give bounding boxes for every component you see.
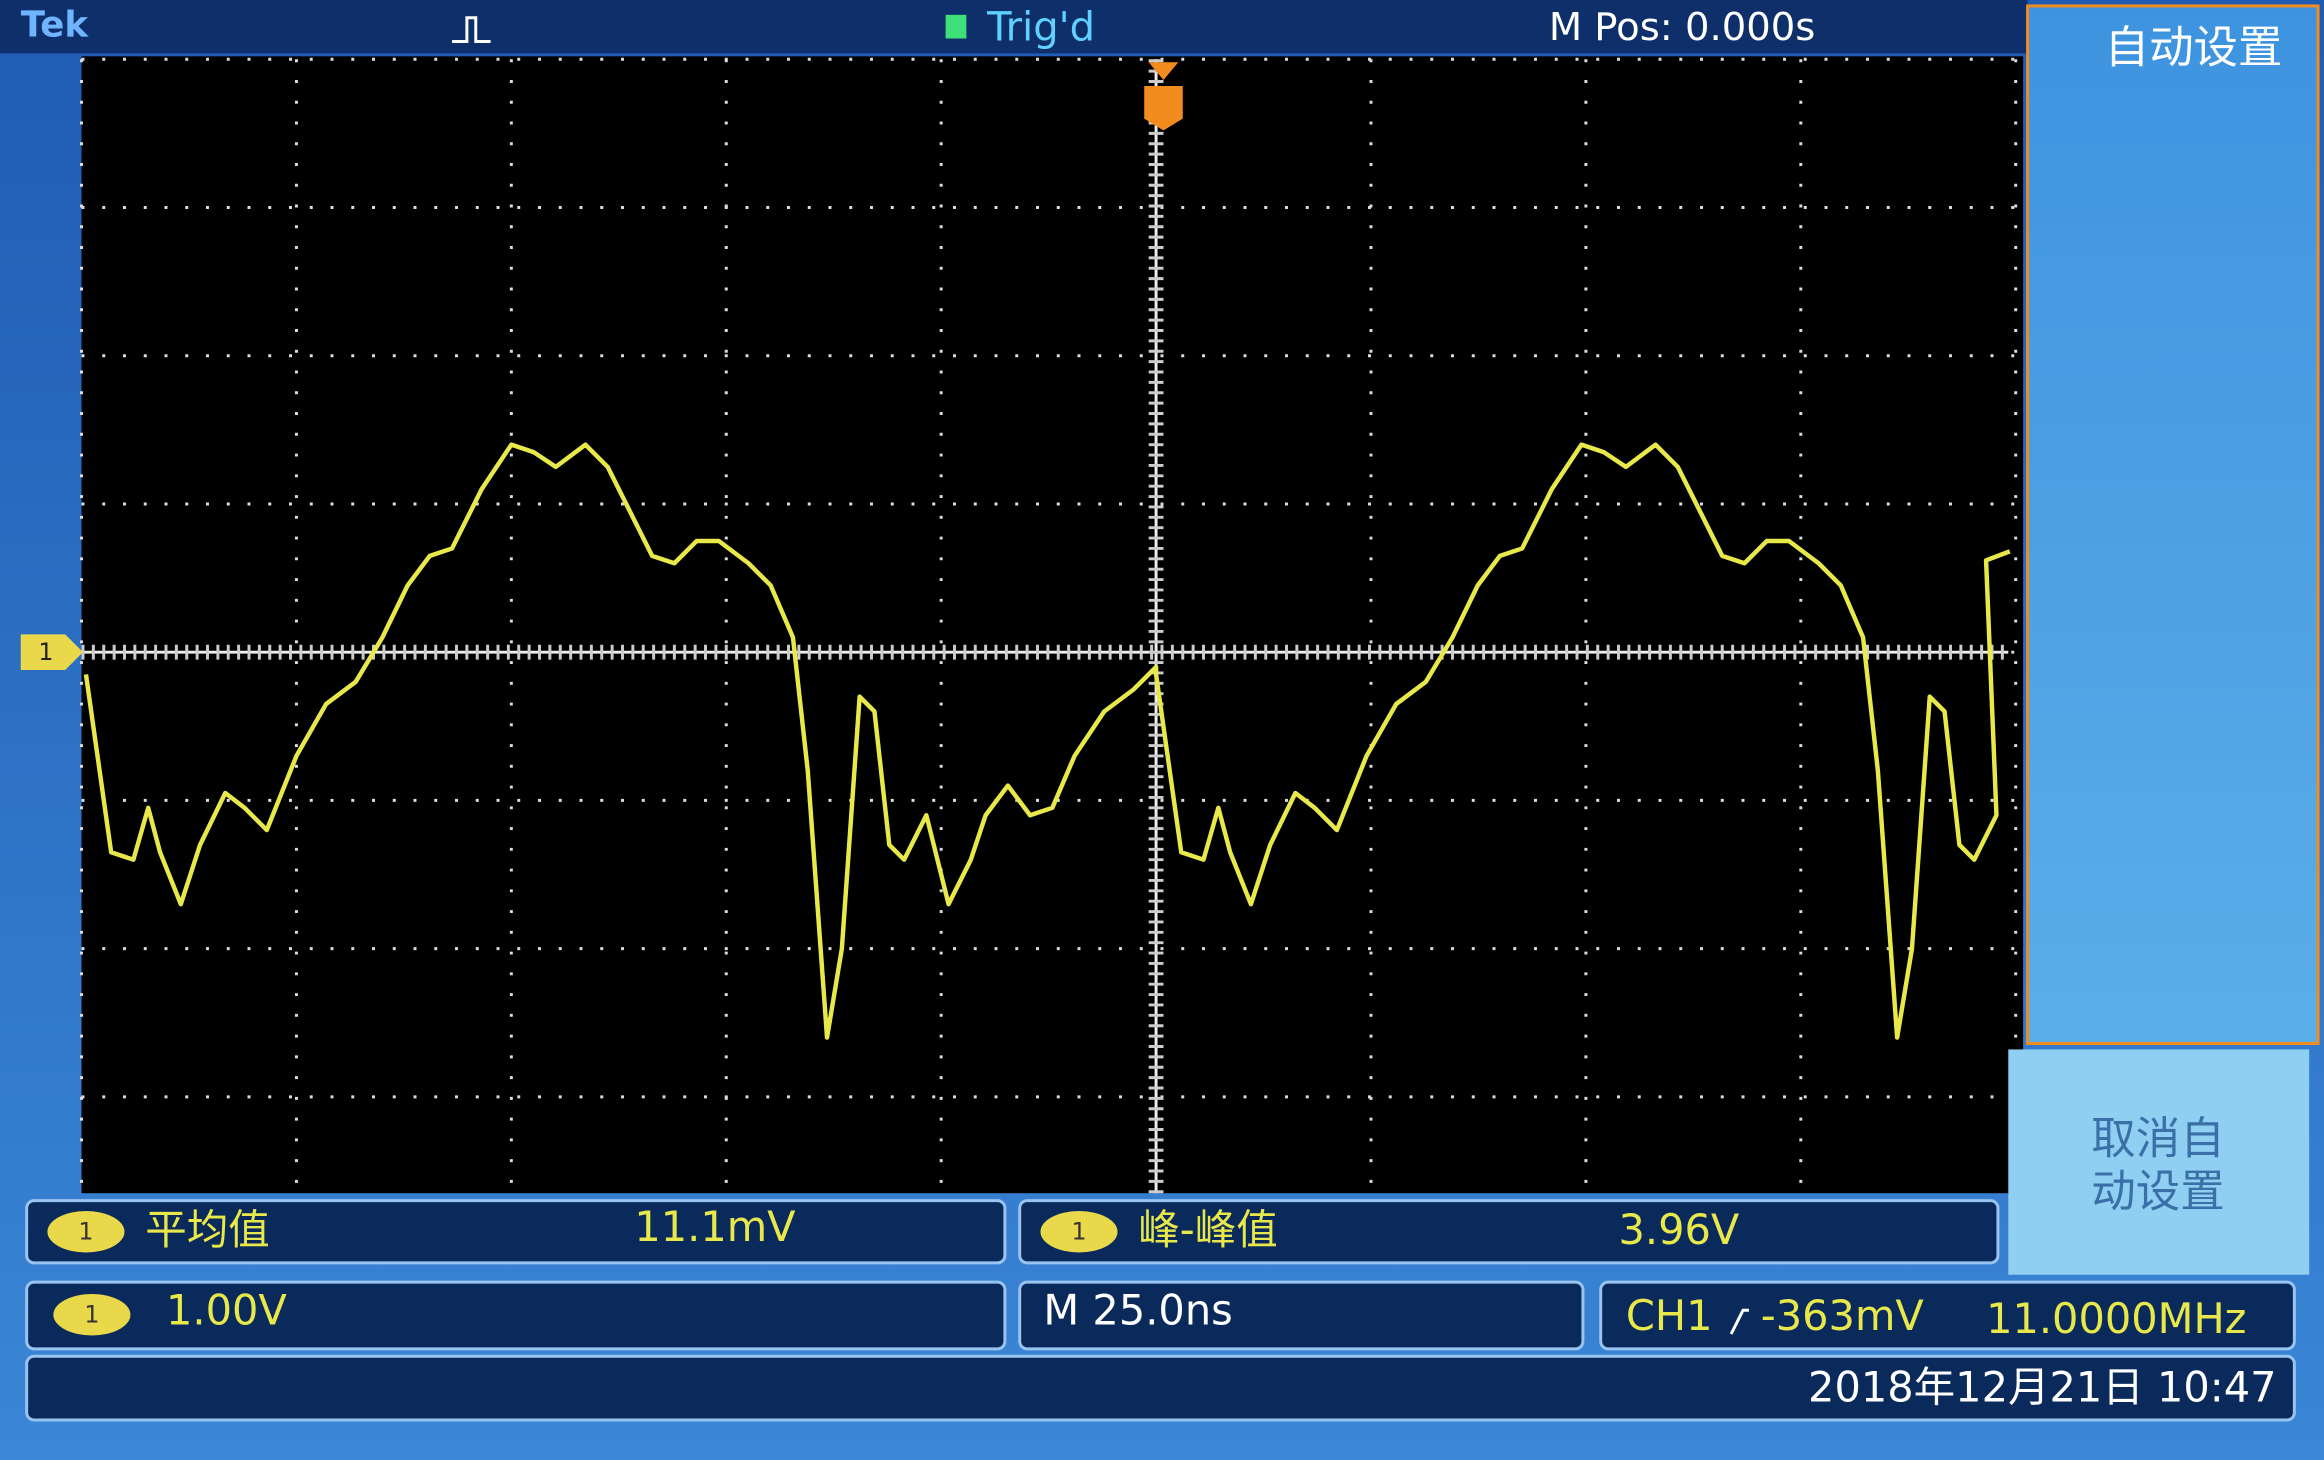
graticule bbox=[81, 56, 2024, 1194]
trigger-source: CH1 bbox=[1626, 1291, 1713, 1340]
channel-marker bbox=[20, 634, 83, 670]
measurement-box bbox=[1018, 1199, 2000, 1265]
channel-scale-box bbox=[25, 1280, 1007, 1351]
trigger-box bbox=[1599, 1280, 2296, 1351]
trigger-position-marker bbox=[1144, 62, 1183, 131]
grid bbox=[80, 57, 2024, 1194]
measurement-value: 11.1mV bbox=[634, 1202, 796, 1251]
channel-badge-label: 1 bbox=[84, 1301, 99, 1329]
trigger-slope-icon bbox=[1729, 1308, 1749, 1335]
timebase-box bbox=[1018, 1280, 1585, 1351]
measurement-label: 峰-峰值 bbox=[1138, 1205, 1277, 1254]
channel-badge bbox=[47, 1210, 125, 1253]
autoset-button[interactable] bbox=[2026, 4, 2320, 1045]
channel-marker-label: 1 bbox=[38, 638, 53, 666]
channel-badge-label: 1 bbox=[1071, 1218, 1086, 1246]
measurement-label: 平均值 bbox=[145, 1205, 270, 1254]
channel-badge bbox=[1040, 1210, 1118, 1253]
measurement-value: 3.96V bbox=[1619, 1205, 1740, 1254]
brand: Tek bbox=[21, 5, 90, 46]
timebase: M 25.0ns bbox=[1043, 1285, 1232, 1334]
autoset-label: 自动设置 bbox=[2105, 22, 2283, 73]
top-bar bbox=[0, 0, 2028, 54]
cancel-autoset-button[interactable] bbox=[2008, 1049, 2310, 1275]
trigger-status: Trig'd bbox=[986, 5, 1095, 51]
trigger-icon bbox=[452, 16, 491, 43]
datetime-bar bbox=[25, 1354, 2296, 1422]
waveform-trace bbox=[83, 442, 2011, 1040]
datetime: 2018年12月21日 10:47 bbox=[1808, 1362, 2277, 1411]
trig-indicator bbox=[945, 14, 967, 39]
horizontal-position: M Pos: 0.000s bbox=[1549, 5, 1816, 50]
channel-badge bbox=[53, 1293, 131, 1336]
cancel-autoset-label: 动设置 bbox=[2091, 1167, 2224, 1218]
trigger-frequency: 11.0000MHz bbox=[1986, 1294, 2246, 1343]
cancel-autoset-label: 取消自 bbox=[2091, 1113, 2224, 1164]
vertical-scale: 1.00V bbox=[166, 1285, 287, 1334]
trigger-level: -363mV bbox=[1761, 1291, 1925, 1340]
measurement-box bbox=[25, 1199, 1007, 1265]
channel-badge-label: 1 bbox=[78, 1218, 93, 1246]
